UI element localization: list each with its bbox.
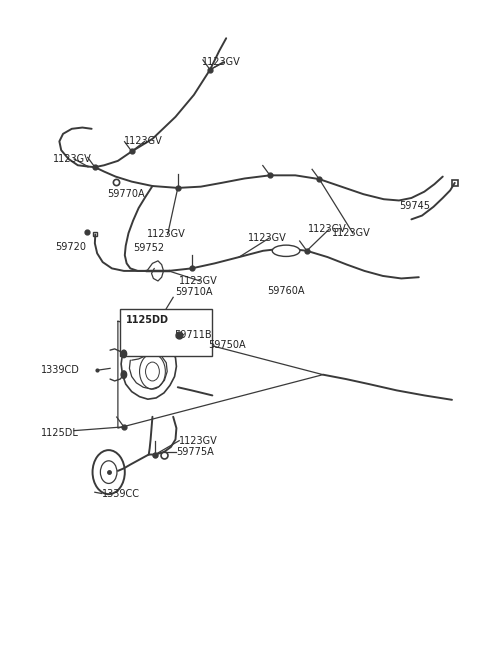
Text: 1123GV: 1123GV — [124, 136, 163, 146]
Text: 1123GV: 1123GV — [147, 229, 186, 240]
Text: 59770A: 59770A — [108, 189, 145, 199]
Bar — [120, 309, 212, 356]
Text: 1123GV: 1123GV — [179, 436, 218, 445]
Text: 1123GV: 1123GV — [202, 57, 241, 67]
Text: 59775A: 59775A — [177, 447, 214, 457]
Text: 1339CC: 1339CC — [102, 489, 140, 498]
Text: 1125DD: 1125DD — [126, 315, 169, 325]
Text: 1123GV: 1123GV — [308, 225, 347, 234]
Text: 59752: 59752 — [133, 243, 164, 253]
Circle shape — [121, 350, 127, 358]
Text: 1125DL: 1125DL — [41, 428, 79, 438]
Text: 1123GV: 1123GV — [332, 228, 371, 238]
Text: 59745: 59745 — [399, 200, 431, 210]
Text: 59711B: 59711B — [174, 330, 212, 340]
Text: 1123GV: 1123GV — [179, 276, 218, 286]
Text: 1123GV: 1123GV — [248, 233, 287, 243]
Text: 59750A: 59750A — [208, 340, 245, 350]
Text: 59720: 59720 — [55, 242, 86, 252]
Text: 1339CD: 1339CD — [41, 365, 80, 375]
Circle shape — [121, 371, 127, 379]
Ellipse shape — [272, 245, 300, 257]
Text: 59710A: 59710A — [176, 288, 213, 297]
Text: 59760A: 59760A — [267, 286, 304, 296]
Text: 1123GV: 1123GV — [53, 154, 92, 164]
